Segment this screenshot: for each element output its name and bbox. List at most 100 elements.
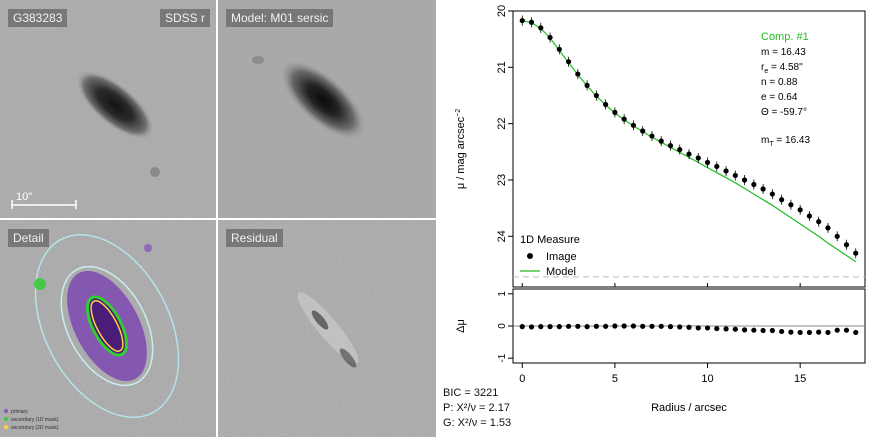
- residual-data-point: [658, 323, 664, 329]
- residual-data-point: [603, 323, 609, 329]
- residual-data-point: [593, 323, 599, 329]
- component-magnitude: m = 16.43: [761, 47, 806, 58]
- residual-label: Residual: [226, 229, 283, 247]
- residual-data-point: [695, 325, 701, 331]
- x-tick-label: 15: [794, 373, 806, 385]
- image-data-point: [565, 59, 572, 65]
- image-data-point: [538, 25, 544, 31]
- residual-data-point: [760, 327, 766, 334]
- residual-data-point: [584, 324, 590, 330]
- image-data-point: [621, 116, 627, 122]
- image-data-point: [760, 186, 766, 192]
- main-y-tick-label: 20: [496, 5, 508, 17]
- residual-data-point: [788, 329, 794, 335]
- residual-data-point: [704, 325, 711, 331]
- legend-title: 1D Measure: [520, 234, 580, 246]
- image-data-point: [667, 143, 674, 149]
- residual-data-point: [741, 327, 748, 333]
- image-data-point: [732, 172, 738, 179]
- image-data-point: [806, 213, 813, 219]
- residual-data-point: [630, 323, 637, 329]
- image-data-point: [797, 207, 803, 213]
- residual-data-point: [806, 329, 813, 336]
- residual-data-point: [649, 323, 655, 329]
- image-data-point: [779, 197, 785, 203]
- residual-data-point: [769, 327, 775, 334]
- image-data-point: [825, 225, 831, 231]
- legend-primary-swatch: [4, 409, 8, 413]
- image-data-point: [788, 202, 794, 208]
- half-light-ellipse: [90, 300, 124, 352]
- residual-data-point: [686, 324, 692, 330]
- chi2-g-value: G: X²/ν = 1.53: [443, 417, 512, 429]
- residual-y-axis-title: Δμ: [455, 319, 467, 333]
- detail-panel: primary secondary (1D mask) secondary (2…: [0, 220, 216, 437]
- image-data-point: [834, 233, 840, 239]
- residual-data-point: [843, 327, 850, 333]
- chi2-p-value: P: X²/ν = 2.17: [443, 402, 510, 414]
- residual-data-point: [547, 324, 553, 330]
- component-position-angle: Θ = -59.7°: [761, 107, 807, 118]
- total-magnitude: mT = 16.43: [761, 135, 810, 148]
- legend-model-label: Model: [546, 266, 576, 278]
- residual-data-point: [667, 324, 674, 330]
- image-data-point: [769, 191, 775, 197]
- residual-data-point: [723, 326, 729, 332]
- main-y-tick-label: 21: [496, 61, 508, 73]
- sdss-image: 10": [0, 0, 216, 218]
- legend-primary-label: primary: [11, 409, 28, 415]
- band-label: SDSS r: [159, 9, 210, 27]
- image-data-point: [853, 250, 859, 256]
- component-sersic-index: n = 0.88: [761, 77, 798, 88]
- model-label: Model: M01 sersic: [226, 9, 334, 27]
- residual-data-point: [556, 324, 562, 330]
- image-data-point: [686, 151, 692, 157]
- component-ellipticity: e = 0.64: [761, 92, 798, 103]
- legend-1d-label: secondary (1D mask): [11, 417, 59, 423]
- image-data-point: [603, 101, 609, 108]
- image-data-point: [843, 242, 850, 248]
- residual-data-point: [853, 329, 859, 336]
- residual-y-tick-label: -1: [497, 353, 508, 362]
- image-data-point: [547, 34, 553, 41]
- residual-data-point: [565, 323, 572, 329]
- image-data-point: [714, 163, 720, 170]
- profile-legend: 1D Measure Image Model: [520, 234, 580, 278]
- residual-data-point: [621, 323, 627, 329]
- model-image-panel: Model: M01 sersic: [218, 0, 436, 218]
- main-y-tick-label: 24: [496, 230, 508, 242]
- legend-2d-label: secondary (2D mask): [11, 425, 59, 431]
- residual-image: [218, 220, 436, 437]
- image-data-point: [741, 177, 748, 183]
- main-plot-frame: [512, 10, 866, 288]
- residual-data-point: [751, 327, 757, 333]
- model-ellipse: [86, 295, 128, 357]
- x-axis-title: Radius / arcsec: [651, 402, 727, 414]
- galaxy-id-label: G383283: [8, 9, 68, 27]
- image-data-point: [704, 159, 711, 166]
- image-data-point: [658, 138, 664, 144]
- outer-aperture-ellipse: [34, 233, 180, 419]
- residual-data-point: [677, 324, 683, 330]
- x-tick-label: 5: [612, 373, 618, 385]
- image-data-point: [695, 155, 701, 161]
- residual-y-tick-label: 0: [497, 323, 508, 329]
- secondary-mask-1d: [34, 278, 46, 290]
- model-image: [218, 0, 436, 218]
- residual-data-point: [797, 329, 803, 336]
- legend-image-marker: [527, 253, 533, 259]
- image-data-point: [816, 219, 822, 225]
- main-y-axis-title: μ / mag arcsec−2: [455, 109, 467, 189]
- component-annotation: Comp. #1 m = 16.43 re = 4.58" n = 0.88 e…: [761, 31, 810, 148]
- image-data-point: [640, 128, 646, 134]
- image-data-point: [723, 168, 729, 174]
- residual-data-point: [825, 329, 831, 336]
- residual-data-point: [834, 327, 840, 333]
- legend-1d-swatch: [4, 417, 8, 421]
- residual-data-point: [528, 324, 535, 330]
- image-data-point: [649, 133, 655, 139]
- main-y-tick-label: 22: [496, 118, 508, 130]
- residual-data-point: [779, 328, 785, 335]
- x-tick-label: 10: [701, 373, 713, 385]
